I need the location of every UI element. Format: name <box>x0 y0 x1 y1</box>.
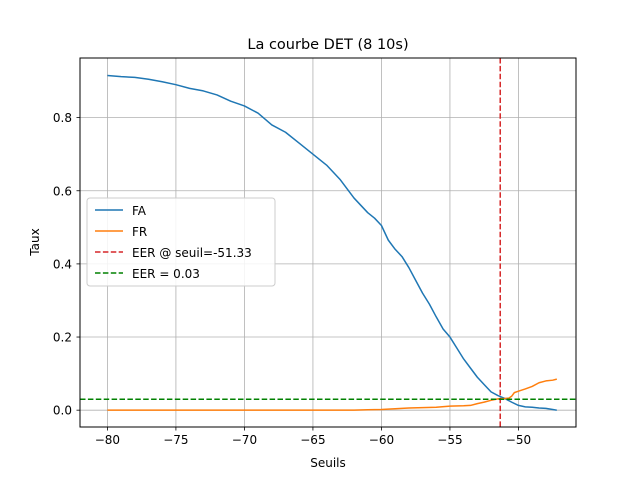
chart-title: La courbe DET (8 10s) <box>247 37 408 53</box>
axis-ticks: −80 −75 −70 −65 −60 −55 −50 0.0 0.2 0.4 0.6 0.8 <box>53 111 531 447</box>
x-tick-label: −70 <box>232 433 257 447</box>
legend-box <box>86 197 276 287</box>
y-axis-label: Taux <box>28 228 42 256</box>
series-line-fr <box>107 378 558 411</box>
x-tick-label: −55 <box>437 433 462 447</box>
y-tick-label: 0.0 <box>53 404 72 418</box>
legend-label-eer-threshold: EER @ seuil=-51.33 <box>132 246 252 260</box>
plot-lines <box>80 58 576 427</box>
legend-label-eer-value: EER = 0.03 <box>132 267 200 281</box>
y-tick-label: 0.2 <box>53 331 72 345</box>
x-tick-label: −65 <box>300 433 325 447</box>
legend: FA FR EER @ seuil=-51.33 EER = 0.03 <box>86 197 276 287</box>
x-tick-label: −75 <box>163 433 188 447</box>
x-tick-label: −50 <box>506 433 531 447</box>
y-tick-label: 0.8 <box>53 111 72 125</box>
x-axis-label: Seuils <box>310 456 346 470</box>
x-tick-label: −80 <box>95 433 120 447</box>
y-tick-label: 0.6 <box>53 184 72 198</box>
x-tick-label: −60 <box>369 433 394 447</box>
legend-label-fr: FR <box>132 225 147 239</box>
y-tick-label: 0.4 <box>53 257 72 271</box>
legend-label-fa: FA <box>132 204 147 218</box>
plot-frame <box>79 57 577 428</box>
